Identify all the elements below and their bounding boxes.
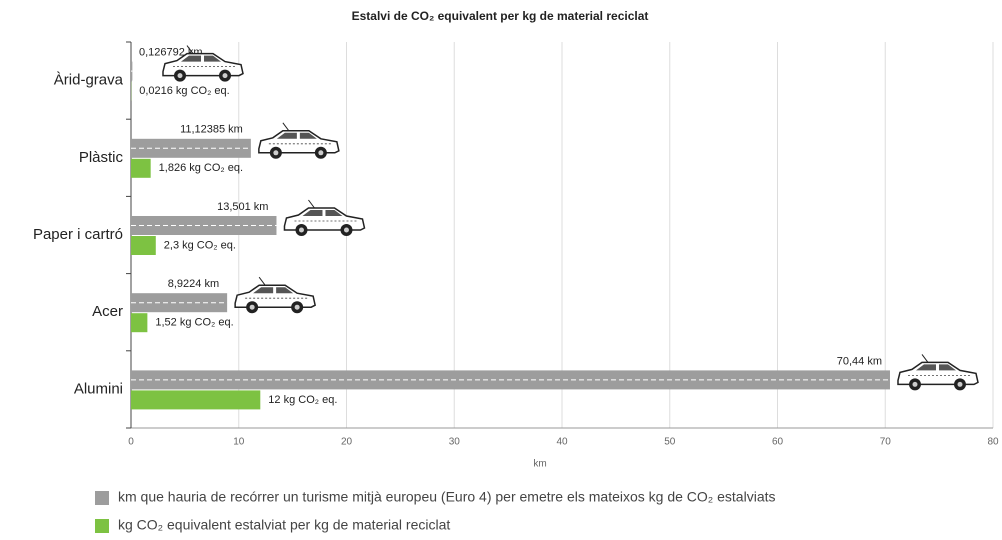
x-tick-label: 50 xyxy=(664,437,676,448)
y-tick-label: Àrid-grava xyxy=(54,72,124,89)
x-tick-label: 30 xyxy=(449,437,461,448)
x-tick-label: 40 xyxy=(556,437,568,448)
value-label: 0,0216 kg CO₂ eq. xyxy=(139,85,230,97)
legend-swatch xyxy=(95,491,109,505)
x-tick-label: 60 xyxy=(772,437,784,448)
bar xyxy=(131,159,151,178)
legend-swatch xyxy=(95,519,109,533)
x-tick-label: 10 xyxy=(233,437,245,448)
x-tick-label: 70 xyxy=(880,437,892,448)
chart: Estalvi de CO₂ equivalent per kg de mate… xyxy=(0,0,1002,540)
bar xyxy=(131,236,156,255)
car-icon xyxy=(259,123,339,159)
value-label: 13,501 km xyxy=(217,201,268,213)
value-label: 70,44 km xyxy=(837,355,882,367)
value-label: 12 kg CO₂ eq. xyxy=(268,394,337,406)
x-tick-label: 0 xyxy=(128,437,134,448)
legend-label: kg CO₂ equivalent estalviat per kg de ma… xyxy=(118,517,450,533)
y-tick-label: Paper i cartró xyxy=(33,226,123,243)
legend-label: km que hauria de recórrer un turisme mit… xyxy=(118,489,776,505)
value-label: 2,3 kg CO₂ eq. xyxy=(164,239,236,251)
value-label: 1,52 kg CO₂ eq. xyxy=(155,317,233,329)
x-tick-label: 80 xyxy=(987,437,999,448)
bar xyxy=(131,390,260,409)
value-label: 11,12385 km xyxy=(180,124,243,136)
value-label: 1,826 kg CO₂ eq. xyxy=(159,162,243,174)
y-tick-label: Acer xyxy=(92,303,123,320)
car-icon xyxy=(235,277,315,313)
car-icon xyxy=(284,200,364,236)
chart-title: Estalvi de CO₂ equivalent per kg de mate… xyxy=(352,9,649,23)
car-icon xyxy=(898,354,978,390)
value-label: 8,9224 km xyxy=(168,278,219,290)
y-tick-label: Plàstic xyxy=(79,149,124,166)
x-tick-label: 20 xyxy=(341,437,353,448)
x-axis-label: km xyxy=(533,459,546,470)
bar xyxy=(131,313,147,332)
y-tick-label: Alumini xyxy=(74,380,123,397)
